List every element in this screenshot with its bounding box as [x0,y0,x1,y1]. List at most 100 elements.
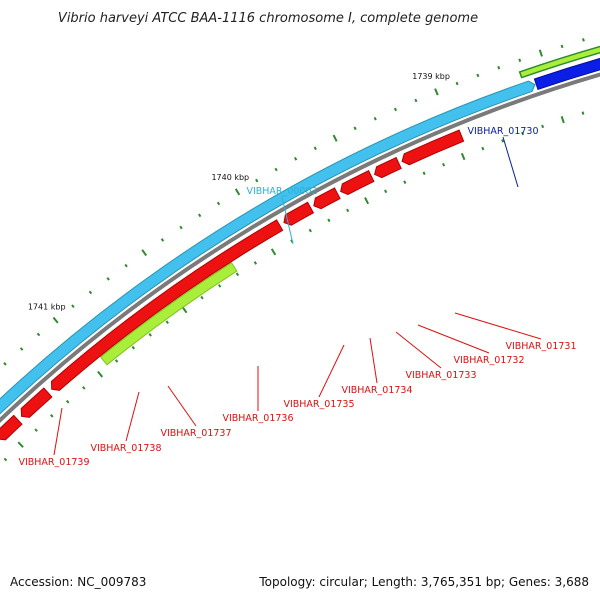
scale-tick [313,146,317,151]
map-title: Vibrio harveyi ATCC BAA-1116 chromosome … [58,11,478,26]
scale-tick [521,131,525,136]
scale-tick [414,98,418,103]
gene-feature [313,187,341,210]
scale-tick [255,178,259,183]
gene-feature [533,57,600,91]
scale-tick [131,345,136,350]
leader-line [281,196,294,245]
gene-feature [0,80,536,415]
scale-tick [364,197,370,205]
gene-feature [283,201,315,226]
scale-tick [582,38,585,42]
scale-tick [160,238,165,242]
scale-label: 1739 kbp [412,72,450,81]
backbone-line [0,72,600,424]
gene-feature [50,219,284,391]
scale-label: 1740 kbp [211,173,249,182]
leader-line [369,337,378,384]
scale-tick [253,261,258,265]
scale-tick [581,111,585,115]
scale-tick [114,359,119,363]
leader-line [53,407,63,456]
label-leader-lines [53,136,542,456]
gene-feature [518,45,600,79]
scale-tick [52,316,59,324]
gene-feature [99,261,238,366]
gene-feature [0,414,23,441]
leader-line [125,391,140,442]
gene-features [0,45,600,441]
gene-feature [340,170,375,196]
scale-tick [36,332,41,337]
scale-tick [235,272,240,277]
scale-tick [274,167,278,172]
scale-tick [476,73,480,78]
scale-tick [106,277,110,281]
scale-tick [327,218,331,223]
scale-tick [179,225,183,230]
scale-tick [3,362,7,366]
scale-tick [124,263,128,268]
scale-tick [88,290,93,295]
gene-label: VIBHAR_01737 [160,428,231,439]
leader-line [318,344,345,398]
scale-tick [481,146,485,151]
scale-tick [71,304,75,308]
scale-tick [455,81,459,86]
scale-tick [518,58,522,63]
scale-label: 1741 kbp [28,302,66,311]
gene-labels: VIBHAR_00002 VIBHAR_01730 VIBHAR_01731 VIBH… [18,126,576,468]
scale-tick [97,370,104,378]
gene-label: VIBHAR_01736 [222,413,293,424]
gene-feature [20,387,53,418]
scale-tick [560,116,565,124]
leader-line [167,385,197,427]
scale-tick [538,49,543,57]
scale-tick [65,399,70,404]
scale-tick [460,152,466,161]
scale-tick [403,180,407,184]
gene-label: VIBHAR_01734 [341,385,412,396]
scale-tick [422,171,426,176]
scale-tick [198,213,202,218]
gene-label: VIBHAR_01733 [405,370,476,381]
gene-feature [401,129,465,166]
leader-line [417,324,490,354]
scale-tick [82,386,86,390]
scale-tick [332,134,338,142]
gene-label: VIBHAR_01731 [505,341,576,352]
gene-label: VIBHAR_01730 [467,126,538,137]
accession-text: Accession: NC_009783 [10,575,146,589]
scale-tick [501,139,505,143]
scale-tick [200,295,204,300]
scale-tick [217,284,222,288]
gene-feature [374,156,402,179]
gene-label: VIBHAR_01738 [90,443,161,454]
scale-tick [442,163,446,167]
scale-tick [270,248,277,256]
scale-tick [3,457,8,462]
scale-tick [384,189,388,194]
gene-label: VIBHAR_01735 [283,399,354,410]
scale-tick [165,320,169,325]
outer-tick-track [3,38,585,366]
scale-tick [308,228,312,233]
scale-tick [497,65,501,70]
scale-tick [17,441,24,448]
leader-line [502,136,519,188]
scale-tick [393,107,398,112]
scale-tick [216,201,221,206]
scale-tick [148,333,152,337]
scale-tick [19,347,24,351]
gene-label: VIBHAR_01739 [18,457,89,468]
scale-tick [434,88,439,96]
gene-label: VIBHAR_00002 [246,186,317,197]
scale-tick [34,428,38,432]
scale-tick [50,414,54,418]
scale-tick [541,124,545,129]
scale-tick [373,116,377,121]
scale-tick [294,156,298,161]
genome-backbone [0,72,600,424]
